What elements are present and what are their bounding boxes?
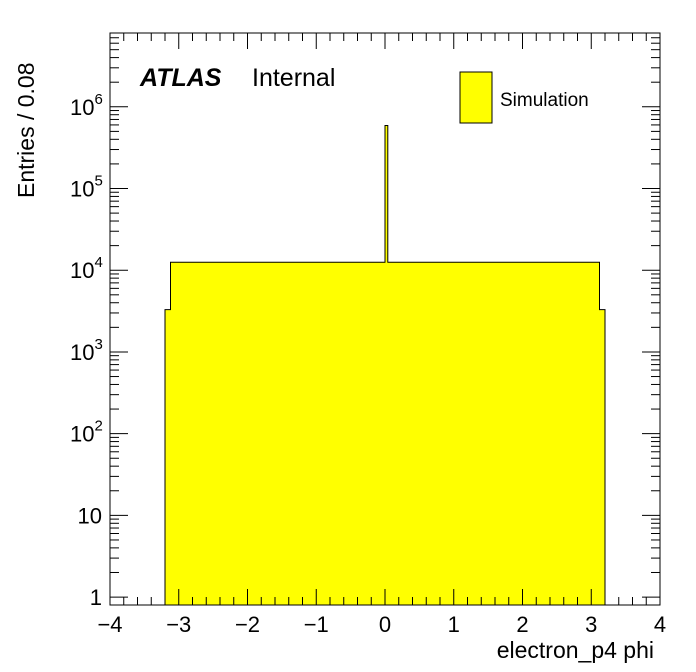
histogram-bars xyxy=(164,125,606,606)
y-axis-tick-labels: 1 10 102 103 104 105 106 xyxy=(70,91,103,610)
atlas-internal-label: Internal xyxy=(252,64,335,92)
x-axis-ticks xyxy=(109,33,661,605)
y-axis-ticks xyxy=(110,32,660,598)
legend-swatch-simulation xyxy=(459,71,493,124)
x-tick-label: 1 xyxy=(448,612,460,637)
x-tick-label: 3 xyxy=(585,612,597,637)
y-tick-label: 10 xyxy=(78,503,102,528)
y-tick-label: 1 xyxy=(90,585,102,610)
x-tick-label: −2 xyxy=(235,612,260,637)
y-tick-label: 104 xyxy=(70,254,103,283)
y-tick-label: 105 xyxy=(70,173,103,202)
x-tick-label: 0 xyxy=(379,612,391,637)
legend-label-simulation: Simulation xyxy=(500,90,589,111)
legend: Simulation xyxy=(459,71,589,124)
x-tick-label: −4 xyxy=(97,612,122,637)
atlas-label: ATLAS xyxy=(139,64,222,92)
y-tick-label: 103 xyxy=(70,336,103,365)
y-tick-label: 106 xyxy=(70,91,103,120)
x-tick-label: −1 xyxy=(304,612,329,637)
x-tick-label: 4 xyxy=(654,612,666,637)
y-tick-label: 102 xyxy=(70,418,103,447)
x-axis-tick-labels: −4 −3 −2 −1 0 1 2 3 4 xyxy=(97,612,666,637)
y-axis-title: Entries / 0.08 xyxy=(13,62,39,198)
x-tick-label: −3 xyxy=(166,612,191,637)
x-axis-title: electron_p4 phi xyxy=(497,637,654,663)
x-tick-label: 2 xyxy=(516,612,528,637)
